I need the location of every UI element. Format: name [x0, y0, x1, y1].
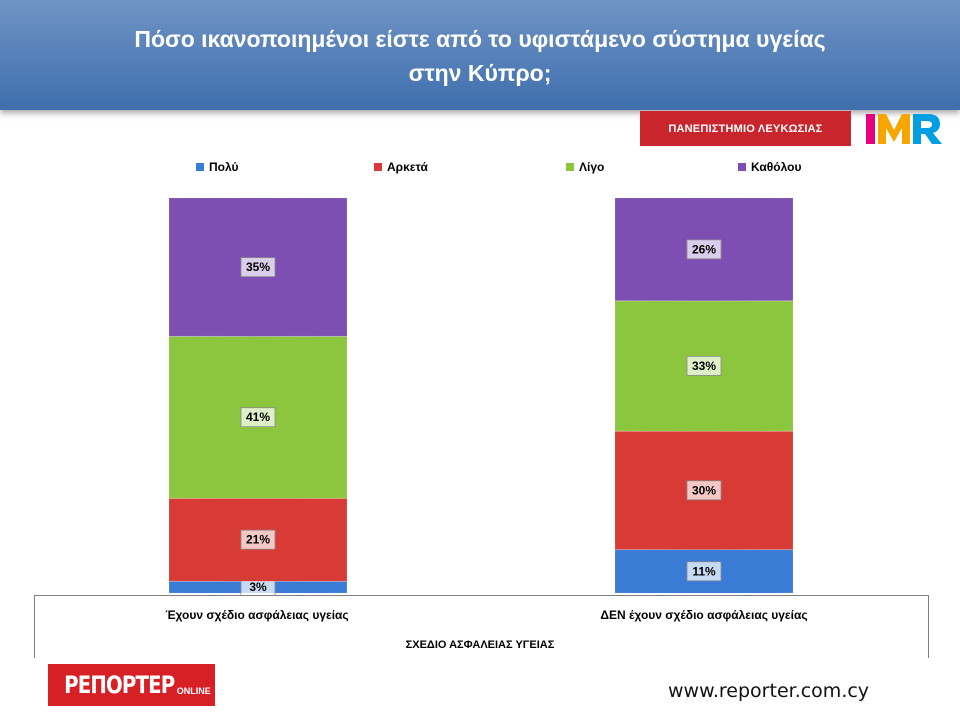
legend-label-poly: Πολύ — [209, 160, 239, 174]
university-badge: ΠΑΝΕΠΙΣΤΗΜΙΟ ΛΕΥΚΩΣΙΑΣ — [640, 111, 851, 146]
data-label-arketa-without-plan: 30% — [692, 483, 716, 497]
legend-swatch-poly — [196, 163, 204, 171]
data-label-box-poly-without-plan — [686, 561, 722, 582]
data-label-arketa-with-plan: 21% — [246, 533, 270, 547]
x-axis-title: ΣΧΕΔΙΟ ΑΣΦΑΛΕΙΑΣ ΥΓΕΙΑΣ — [405, 639, 555, 651]
data-label-box-ligo-without-plan — [686, 355, 722, 376]
data-label-box-arketa-with-plan — [240, 529, 276, 550]
imr-logo-m — [878, 114, 910, 144]
chart-legend: Πολύ Αρκετά Λίγο Καθόλου — [0, 160, 960, 180]
title-line-1: Πόσο ικανοποιημένοι είστε από το υφιστάμ… — [134, 26, 826, 52]
imr-logo-i — [866, 114, 875, 144]
reporter-logo-main: ΡΕΠΟΡΤΕΡ — [64, 671, 175, 699]
legend-swatch-ligo — [566, 163, 574, 171]
legend-item-katholou: Καθόλου — [738, 160, 801, 174]
legend-swatch-arketa — [374, 163, 382, 171]
data-label-box-arketa-without-plan — [686, 480, 722, 501]
category-axis-frame — [34, 595, 929, 658]
legend-item-poly: Πολύ — [196, 160, 238, 174]
stacked-bar-chart: 3% 21% 41% 35% 11% 30% 33% 26% — [168, 197, 794, 597]
legend-label-arketa: Αρκετά — [387, 160, 428, 174]
legend-item-ligo: Λίγο — [566, 160, 604, 174]
category-label-without-plan: ΔΕΝ έχουν σχέδιο ασφάλειας υγείας — [600, 608, 808, 622]
data-label-box-ligo-with-plan — [240, 407, 276, 428]
legend-label-ligo: Λίγο — [579, 160, 605, 174]
legend-item-arketa: Αρκετά — [374, 160, 428, 174]
imr-logo — [866, 114, 942, 144]
data-label-katholou-without-plan: 26% — [692, 242, 716, 256]
data-label-ligo-without-plan: 33% — [692, 359, 716, 373]
imr-logo-r — [913, 114, 942, 144]
reporter-logo: ΡΕΠΟΡΤΕΡ ONLINE — [48, 664, 215, 706]
chart-title: Πόσο ικανοποιημένοι είστε από το υφιστάμ… — [40, 22, 920, 90]
website-url: www.reporter.com.cy — [668, 680, 870, 702]
data-label-katholou-with-plan: 35% — [246, 260, 270, 274]
data-label-ligo-with-plan: 41% — [246, 410, 270, 424]
data-label-poly-without-plan: 11% — [692, 564, 716, 578]
reporter-logo-sub: ONLINE — [176, 686, 211, 696]
title-line-2: στην Κύπρο; — [408, 60, 552, 86]
legend-swatch-katholou — [738, 163, 746, 171]
data-label-box-katholou-with-plan — [240, 257, 276, 278]
data-label-poly-with-plan: 3% — [249, 580, 267, 594]
title-banner: Πόσο ικανοποιημένοι είστε από το υφιστάμ… — [0, 0, 960, 110]
legend-label-katholou: Καθόλου — [751, 160, 802, 174]
category-label-with-plan: Έχουν σχέδιο ασφάλειας υγείας — [165, 608, 349, 622]
data-label-box-katholou-without-plan — [686, 239, 722, 260]
